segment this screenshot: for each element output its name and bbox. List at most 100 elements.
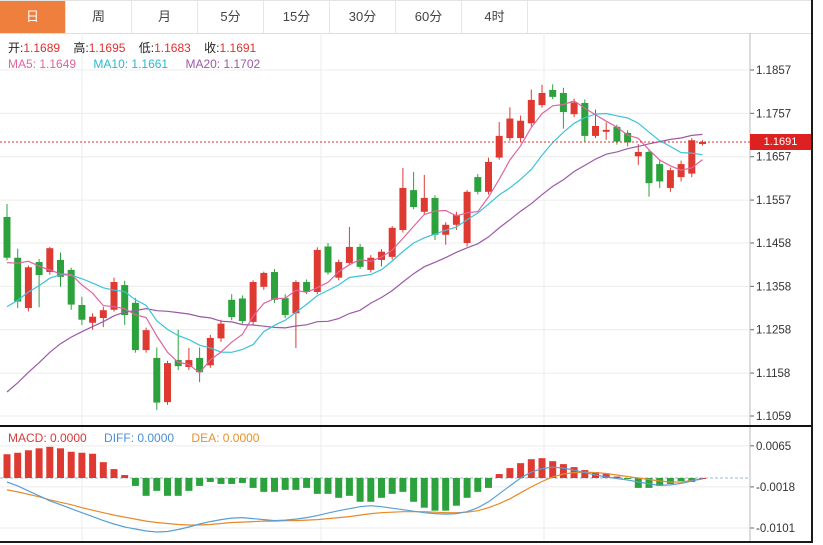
macd-legend: MACD: 0.0000 DIFF: 0.0000 DEA: 0.0000 [8,431,259,445]
ma20-legend: MA20: 1.1702 [185,57,261,71]
open-label: 开: [8,41,24,55]
macd-bar [367,478,375,502]
candle [185,360,193,368]
macd-tick: 0.0065 [756,441,791,453]
candle [345,246,353,263]
candle [3,216,11,258]
tab-15min[interactable]: 15分 [264,1,330,33]
macd-bar [185,478,193,491]
macd-bar [164,478,171,496]
macd-bar [271,478,278,492]
candle [431,197,439,235]
price-tick: 1.1258 [756,325,791,337]
candle [14,257,22,302]
candle [292,282,300,314]
tab-month[interactable]: 月 [132,1,198,33]
macd-tick: -0.0018 [756,482,795,494]
macd-bar [46,446,54,478]
open-value: 1.1689 [23,41,61,55]
tab-30min[interactable]: 30分 [330,1,396,33]
macd-bar [474,478,482,492]
candle [474,177,482,192]
candle [506,118,514,139]
tab-day[interactable]: 日 [0,1,66,33]
candle [592,125,599,136]
low-label: 低: [138,41,155,55]
macd-bar [581,470,589,478]
candlestick-chart[interactable]: 1.1857 1.1757 1.1657 1.1557 1.1458 1.1358 1.12… [0,33,811,425]
diff-line [6,466,703,533]
ma10-legend: MA10: 1.1661 [93,57,169,71]
candle [356,246,364,267]
candle [463,191,471,243]
candle [602,129,610,132]
macd-bar [442,478,450,511]
price-chart-panel[interactable]: 1.1857 1.1757 1.1657 1.1557 1.1458 1.1358 1.12… [0,33,811,425]
price-tick: 1.1358 [756,281,791,293]
candle [153,357,161,403]
candle [271,272,278,300]
tab-5min[interactable]: 5分 [198,1,264,33]
macd-bar [110,469,118,478]
macd-chart[interactable]: 0.0065 -0.0018 -0.0101 [0,427,811,541]
macd-bar [121,475,129,478]
candle [281,298,289,315]
candle [613,126,621,142]
macd-bar [292,478,300,490]
candle [260,272,268,287]
candle [303,282,311,292]
tab-week[interactable]: 周 [66,1,132,33]
candle [517,120,525,139]
macd-bar [452,478,460,506]
macd-bar [666,478,674,484]
macd-bar [78,452,86,478]
candle [581,102,589,136]
candle [110,282,118,310]
macd-bar [89,453,97,478]
macd-bar [174,478,182,496]
candle [121,285,129,315]
candle [666,170,674,188]
candle [89,316,97,323]
macd-bar [399,478,407,492]
macd-bar [420,478,428,508]
candle [399,187,407,230]
candle [67,269,75,305]
ma-legend: MA5: 1.1649 MA10: 1.1661 MA20: 1.1702 [8,57,260,71]
candle [699,141,706,144]
macd-bar [549,461,557,478]
price-tick: 1.1557 [756,195,791,207]
candle [228,299,236,318]
tab-60min[interactable]: 60分 [396,1,462,33]
macd-bar [645,478,653,488]
candle [538,92,546,106]
macd-bar [142,478,150,496]
candle [378,251,385,260]
price-tick: 1.1757 [756,108,791,120]
dea-line [6,471,703,526]
candle [388,227,396,257]
macd-bar [506,468,514,478]
macd-bar [410,478,418,502]
candle [131,302,139,351]
candle [570,102,578,115]
candle [196,357,204,373]
macd-bar [303,478,311,488]
macd-bar [431,478,439,511]
macd-bar [228,478,236,484]
macd-panel[interactable]: 0.0065 -0.0018 -0.0101 MACD: 0.0000 DIFF: … [0,427,811,541]
low-value: 1.1683 [154,41,191,55]
macd-bar [281,478,289,490]
macd-bar [388,478,396,494]
price-tick: 1.1158 [756,368,790,380]
macd-bar [260,478,268,492]
ma5-line [6,100,703,374]
candle [559,92,567,113]
price-tick: 1.1059 [756,411,791,423]
macd-bar [131,478,139,486]
candle [645,151,653,184]
ohlc-readout: 开:1.1689 高:1.1695 低:1.1683 收:1.1691 [8,39,266,56]
tab-4hour[interactable]: 4时 [462,1,528,33]
price-tick: 1.1857 [756,65,791,77]
diff-value: DIFF: 0.0000 [104,431,175,445]
